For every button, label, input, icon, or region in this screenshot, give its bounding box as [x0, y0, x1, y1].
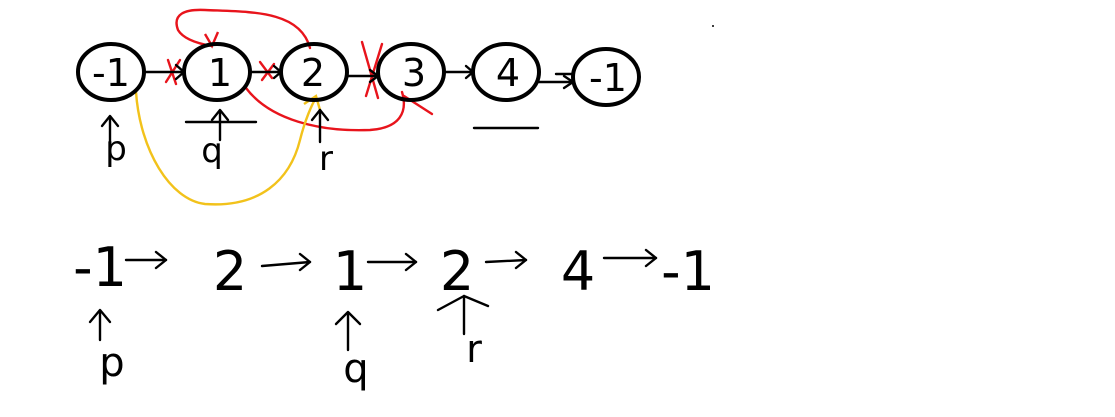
bottom-pointer-arrow-q	[334, 310, 362, 352]
node-circle-6	[571, 47, 641, 107]
bottom-value-1: -1	[73, 236, 127, 299]
bottom-pointer-arrow-r	[436, 294, 490, 336]
pointer-arrow-p	[100, 114, 120, 152]
pointer-label-q: q	[201, 131, 223, 171]
node-label-4: 3	[402, 51, 426, 95]
node-label-2: 1	[208, 51, 232, 95]
red-link-lower	[244, 86, 406, 132]
node-label-6: -1	[589, 56, 627, 100]
stray-dot	[712, 25, 714, 27]
top-row-links	[142, 63, 575, 90]
bottom-pointer-label-p: p	[99, 340, 124, 386]
pointer-label-r: r	[319, 139, 333, 179]
pointer-label-p: p	[105, 129, 127, 169]
node-label-1: -1	[92, 51, 130, 95]
bottom-value-4: 2	[440, 240, 474, 303]
bottom-value-6: -1	[661, 240, 715, 303]
red-cross-marks	[164, 40, 434, 116]
yellow-link	[134, 90, 318, 206]
bottom-value-2: 2	[213, 240, 247, 303]
bottom-value-3: 1	[333, 240, 367, 303]
pointer-arrow-r	[310, 108, 330, 144]
bottom-pointer-label-q: q	[343, 346, 368, 392]
bottom-pointer-arrow-p	[88, 308, 112, 342]
bottom-value-5: 4	[561, 240, 595, 303]
node-label-5: 4	[496, 51, 520, 95]
bottom-row-links	[124, 248, 658, 272]
bottom-pointer-label-r: r	[466, 327, 482, 371]
red-link-loop	[175, 8, 312, 50]
node-label-3: 2	[301, 51, 325, 95]
pointer-arrow-q	[184, 108, 258, 142]
